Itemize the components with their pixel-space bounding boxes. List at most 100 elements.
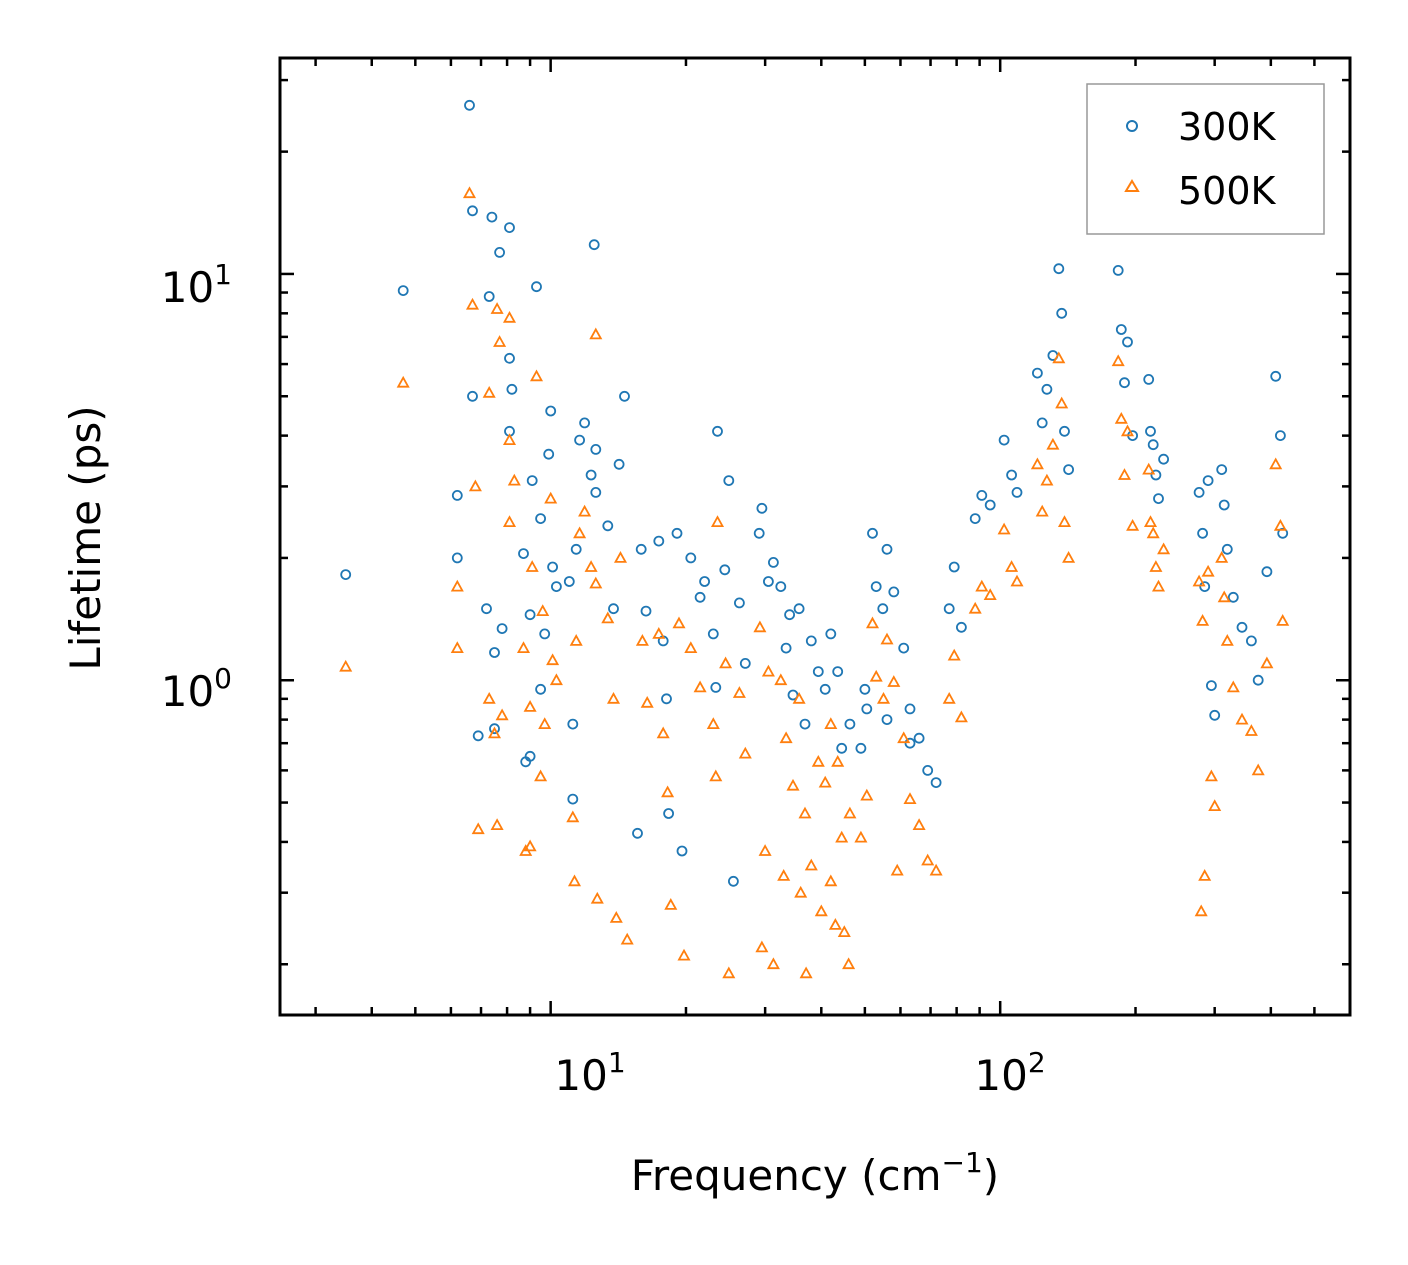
- data-point-500k: [719, 656, 733, 669]
- data-point-300k: [1158, 453, 1169, 465]
- data-point-500k: [502, 433, 517, 445]
- data-point-300k: [1206, 680, 1217, 691]
- data-point-500k: [897, 731, 911, 744]
- data-point-300k: [969, 513, 981, 524]
- data-point-500k: [1149, 560, 1163, 572]
- data-point-300k: [467, 205, 478, 217]
- data-point-500k: [1151, 579, 1166, 592]
- data-point-500k: [738, 746, 752, 759]
- data-point-500k: [465, 297, 480, 310]
- data-point-300k: [640, 605, 652, 617]
- data-point-300k: [888, 586, 900, 598]
- data-point-500k: [1276, 614, 1290, 626]
- data-point-300k: [739, 658, 751, 669]
- data-point-300k: [524, 750, 536, 762]
- data-point-500k: [471, 822, 485, 835]
- data-point-300k: [844, 718, 856, 730]
- data-point-500k: [525, 560, 539, 572]
- data-point-300k: [753, 527, 765, 539]
- data-point-300k: [1216, 464, 1228, 476]
- data-point-500k: [487, 726, 502, 739]
- data-point-300k: [1202, 475, 1214, 487]
- data-point-500k: [1143, 515, 1158, 527]
- data-point-500k: [912, 818, 926, 830]
- data-point-300k: [998, 434, 1010, 446]
- data-point-300k: [1236, 621, 1248, 633]
- data-point-500k: [869, 669, 883, 682]
- data-point-300k: [574, 434, 585, 446]
- data-point-500k: [755, 940, 769, 953]
- data-point-500k: [947, 648, 961, 661]
- data-point-300k: [653, 535, 665, 547]
- data-point-500k: [589, 576, 603, 589]
- data-point-500k: [835, 830, 849, 843]
- data-point-500k: [1215, 551, 1229, 563]
- data-point-300k: [676, 845, 688, 857]
- data-point-500k: [814, 904, 828, 917]
- data-point-300k: [943, 603, 955, 615]
- data-point-300k: [707, 628, 719, 640]
- data-point-300k: [859, 683, 871, 695]
- data-point-300k: [763, 576, 774, 587]
- legend-marker-300k: [1126, 120, 1138, 132]
- data-point-500k: [490, 302, 504, 314]
- data-point-500k: [824, 717, 838, 729]
- data-point-500k: [1217, 590, 1231, 603]
- data-point-500k: [880, 632, 894, 645]
- data-point-300k: [819, 683, 831, 695]
- data-point-500k: [502, 310, 517, 323]
- data-point-300k: [1122, 336, 1133, 348]
- data-point-300k: [535, 513, 546, 524]
- data-point-500k: [710, 515, 725, 527]
- data-point-500k: [536, 604, 550, 616]
- data-point-300k: [930, 777, 942, 788]
- data-point-500k: [1208, 799, 1222, 811]
- data-point-500k: [876, 691, 891, 704]
- data-point-300k: [712, 425, 723, 437]
- data-point-500k: [493, 335, 507, 347]
- data-point-300k: [1145, 425, 1156, 437]
- data-point-500k: [490, 818, 504, 830]
- data-point-500k: [450, 641, 464, 653]
- y-axis-title: Lifetime (ps): [61, 405, 110, 670]
- data-point-300k: [1041, 383, 1053, 395]
- data-point-500k: [516, 641, 531, 653]
- legend-label-500k: 500K: [1178, 169, 1277, 213]
- data-point-500k: [468, 479, 482, 492]
- data-point-300k: [1006, 469, 1017, 481]
- data-point-300k: [567, 793, 579, 805]
- data-point-500k: [1260, 656, 1274, 669]
- x-tick-label-10: 101: [554, 1046, 625, 1100]
- data-point-500k: [1201, 564, 1215, 577]
- data-point-500k: [462, 186, 477, 199]
- data-point-500k: [566, 810, 580, 823]
- data-point-300k: [526, 475, 538, 487]
- data-point-500k: [544, 491, 558, 504]
- data-point-300k: [699, 576, 710, 587]
- data-point-500k: [1251, 763, 1265, 776]
- data-point-300k: [723, 475, 735, 487]
- data-point-500k: [1194, 904, 1208, 917]
- data-point-300k: [486, 211, 498, 223]
- data-point-300k: [784, 609, 795, 621]
- data-point-500k: [722, 966, 736, 979]
- data-point-300k: [531, 281, 542, 293]
- data-point-300k: [793, 603, 805, 615]
- data-point-500k: [766, 957, 780, 970]
- data-point-500k: [1226, 680, 1240, 693]
- data-point-300k: [855, 742, 867, 754]
- data-point-300k: [922, 765, 934, 776]
- data-point-500k: [1055, 396, 1069, 409]
- data-point-300k: [1221, 543, 1233, 555]
- data-point-500k: [549, 673, 563, 686]
- data-point-500k: [732, 686, 746, 698]
- data-point-300k: [483, 291, 495, 302]
- data-point-300k: [489, 647, 500, 658]
- data-point-500k: [339, 659, 353, 672]
- legend: 300K 500K: [1086, 83, 1325, 235]
- data-point-500k: [684, 641, 698, 653]
- data-point-500k: [929, 863, 943, 876]
- data-point-300k: [1275, 430, 1286, 442]
- data-point-500k: [1273, 518, 1287, 531]
- data-point-500k: [1269, 457, 1283, 470]
